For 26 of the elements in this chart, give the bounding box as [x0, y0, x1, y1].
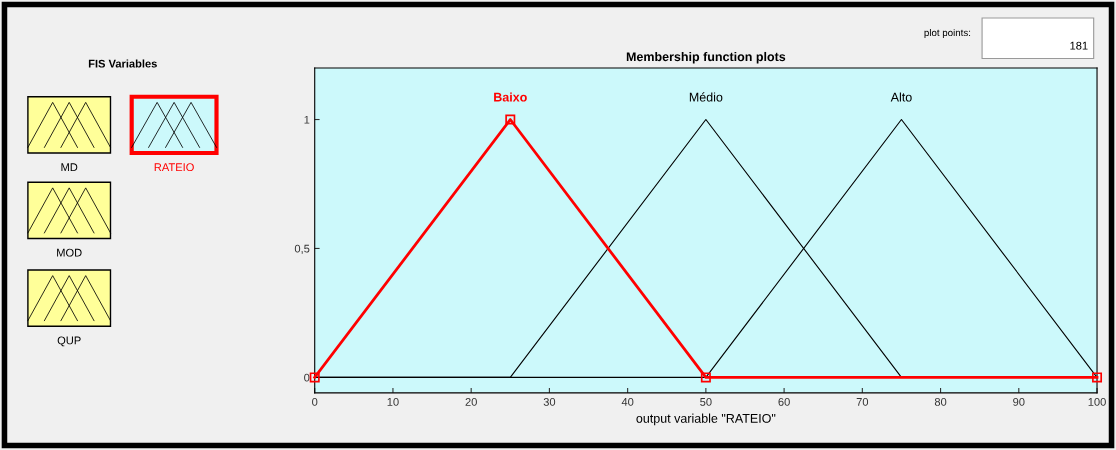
series-label: Baixo — [494, 92, 527, 102]
x-tick-label: 10 — [387, 398, 399, 406]
x-tick-label: 60 — [778, 398, 790, 406]
text: plot points: — [924, 28, 971, 39]
x-tick-label: 100 — [1088, 398, 1106, 406]
chart-title: Membership function plots — [626, 51, 786, 64]
x-tick-label: 70 — [856, 398, 869, 406]
x-tick-label: 90 — [1013, 398, 1025, 406]
series-label: Médio — [689, 92, 723, 102]
text: RATEIO — [154, 163, 194, 172]
y-tick-label: 1 — [304, 115, 310, 124]
text: QUP — [57, 336, 81, 347]
y-tick-label: 0,5 — [294, 244, 310, 254]
text: 181 — [1070, 41, 1088, 50]
x-tick-label: 50 — [700, 398, 712, 406]
text: FIS Variables — [88, 59, 157, 68]
series-label: Alto — [890, 92, 912, 102]
x-axis-title: output variable "RATEIO" — [636, 413, 776, 426]
x-tick-label: 20 — [465, 398, 477, 406]
x-tick-label: 40 — [621, 398, 634, 406]
text: MOD — [57, 248, 82, 257]
x-tick-label: 30 — [543, 398, 556, 406]
x-tick-label: 0 — [312, 398, 318, 406]
x-tick-label: 80 — [934, 398, 947, 406]
text: MD — [61, 163, 78, 171]
y-tick-label: 0 — [304, 373, 310, 382]
